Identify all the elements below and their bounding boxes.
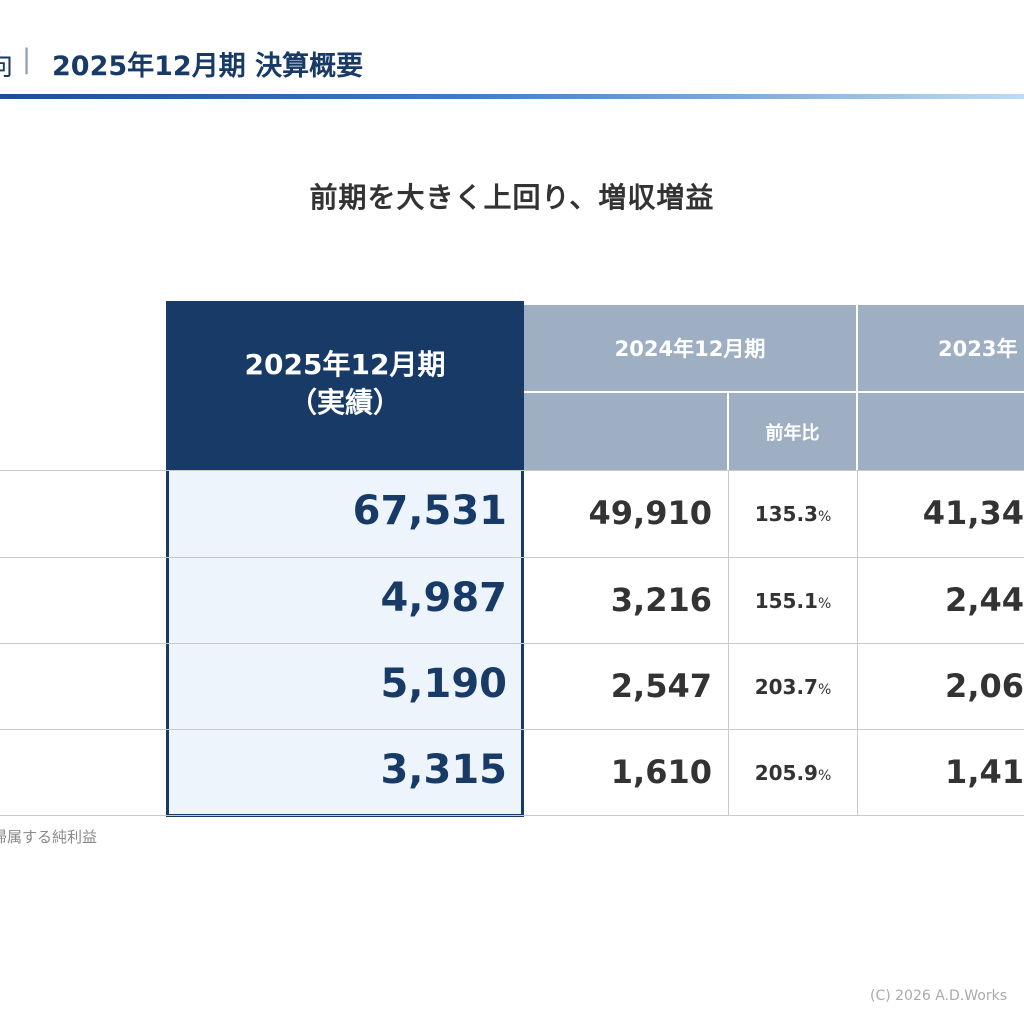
current-value: 67,531 — [352, 488, 507, 534]
older-value: 2,06 — [945, 667, 1024, 705]
row-line — [0, 470, 1024, 471]
prev-header: 2024年12月期 — [524, 305, 856, 391]
older-value: 2,44 — [945, 581, 1024, 619]
column-line — [728, 470, 729, 815]
older-value-header — [858, 393, 1024, 470]
ratio-number: 203.7 — [754, 675, 818, 699]
older-value: 1,41 — [945, 753, 1024, 791]
row-line — [0, 557, 1024, 558]
footnote: 帰属する純利益 — [0, 828, 98, 846]
ratio-header: 前年比 — [729, 393, 856, 470]
section-label: 向 — [0, 44, 13, 83]
ratio-value: 205.9% — [729, 761, 857, 785]
ratio-unit: % — [817, 509, 832, 525]
row-line — [0, 643, 1024, 644]
ratio-unit: % — [817, 596, 832, 612]
prev-value: 1,610 — [610, 753, 712, 791]
ratio-value: 203.7% — [729, 675, 857, 699]
subtitle: 前期を大きく上回り、増収増益 — [309, 181, 715, 214]
column-line — [857, 470, 858, 815]
row-line — [0, 815, 1024, 816]
current-header: 2025年12月期 （実績） — [166, 301, 524, 471]
row-line — [0, 729, 1024, 730]
current-value: 4,987 — [380, 575, 507, 621]
prev-value: 49,910 — [588, 494, 712, 532]
prev-value: 2,547 — [610, 667, 712, 705]
ratio-number: 155.1 — [754, 589, 818, 613]
older-value: 41,34 — [922, 494, 1024, 532]
header-bar — [0, 94, 1024, 99]
page-title: 2025年12月期 決算概要 — [52, 51, 364, 82]
current-value: 3,315 — [380, 747, 507, 793]
separator: | — [22, 44, 32, 75]
older-header: 2023年 — [858, 305, 1024, 391]
ratio-unit: % — [817, 768, 832, 784]
ratio-value: 135.3% — [729, 502, 857, 526]
current-header-line: 2025年12月期 — [244, 348, 446, 381]
ratio-unit: % — [817, 682, 832, 698]
current-header-line: （実績） — [288, 386, 401, 419]
ratio-value: 155.1% — [729, 589, 857, 613]
current-value: 5,190 — [380, 661, 507, 707]
copyright: (C) 2026 A.D.Works — [870, 988, 1007, 1004]
ratio-number: 205.9 — [754, 761, 818, 785]
ratio-number: 135.3 — [754, 502, 818, 526]
prev-value: 3,216 — [610, 581, 712, 619]
prev-value-header — [524, 393, 727, 470]
